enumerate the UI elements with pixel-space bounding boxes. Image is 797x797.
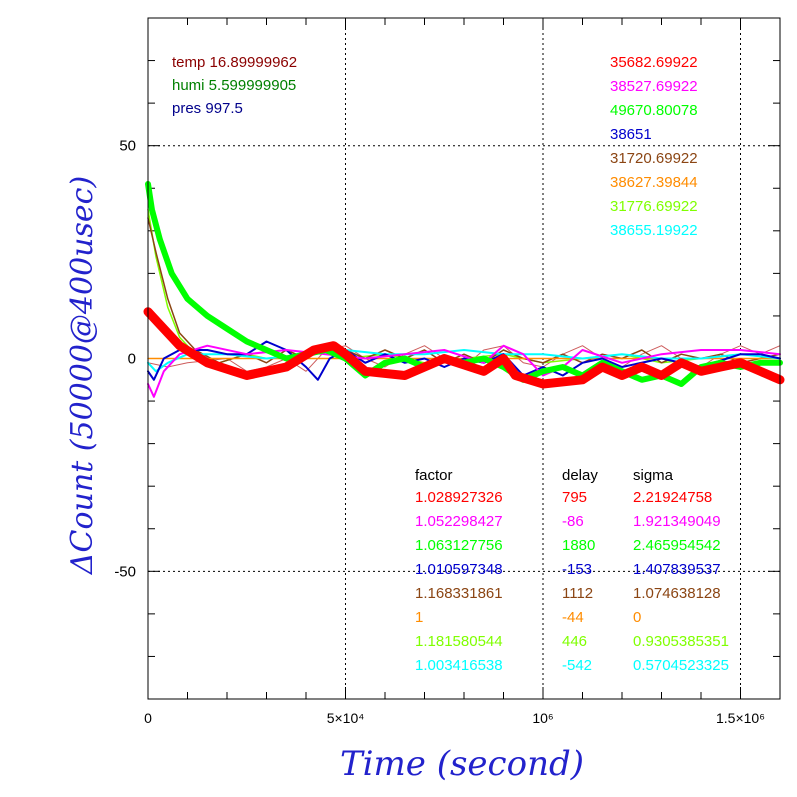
series-factor-value: 1.063127756	[415, 537, 503, 554]
series-factor-value: 1.003416538	[415, 657, 503, 674]
tick-labels: 0 5×10⁴ 10⁶ 1.5×10⁶ 50 0 -50	[114, 138, 765, 726]
series-factor-value: 1	[415, 609, 423, 626]
plot-series	[143, 181, 785, 398]
series-mean-value: 38627.39844	[610, 174, 698, 191]
stats-header-sigma: sigma	[633, 467, 674, 484]
series-delay-value: 795	[562, 489, 587, 506]
env-label: humi 5.599999905	[172, 77, 296, 94]
series-sigma-value: 0.5704523325	[633, 657, 729, 674]
env-label: pres 997.5	[172, 100, 243, 117]
y-axis-title: ΔCount (50000@400usec)	[65, 176, 100, 575]
stats-header-factor: factor	[415, 467, 453, 484]
stats-header-delay: delay	[562, 467, 598, 484]
series-delay-value: 1112	[562, 585, 593, 602]
series-mean-value: 38527.69922	[610, 78, 698, 95]
series-factor-value: 1.028927326	[415, 489, 503, 506]
series-sigma-value: 0	[633, 609, 641, 626]
x-tick-label: 0	[144, 710, 152, 726]
series-delay-value: -542	[562, 657, 592, 674]
mean-values: 35682.69922 38527.69922 49670.80078 38651 31…	[610, 54, 698, 239]
series-delay-value: -153	[562, 561, 592, 578]
series-mean-value: 49670.80078	[610, 102, 698, 119]
series-mean-value: 31776.69922	[610, 198, 698, 215]
x-axis-title: Time (second)	[340, 744, 584, 784]
x-tick-label: 5×10⁴	[327, 710, 365, 726]
series-sigma-value: 0.9305385351	[633, 633, 729, 650]
series-delay-value: -86	[562, 513, 584, 530]
series-factor-value: 1.052298427	[415, 513, 503, 530]
series-sigma-value: 2.465954542	[633, 537, 721, 554]
series-sigma-value: 1.074638128	[633, 585, 721, 602]
series-delay-value: -44	[562, 609, 584, 626]
series-delay-value: 1880	[562, 537, 595, 554]
series-delay-value: 446	[562, 633, 587, 650]
series-sigma-value: 1.921349049	[633, 513, 721, 530]
series-mean-value: 38651	[610, 126, 652, 143]
series-mean-value: 38655.19922	[610, 222, 698, 239]
y-tick-label: 0	[128, 351, 136, 368]
y-tick-label: -50	[114, 563, 136, 580]
x-tick-label: 1.5×10⁶	[716, 710, 765, 726]
series-factor-value: 1.168331861	[415, 585, 503, 602]
series-mean-value: 35682.69922	[610, 54, 698, 71]
series-factor-value: 1.010597348	[415, 561, 503, 578]
series-mean-value: 31720.69922	[610, 150, 698, 167]
series-factor-value: 1.181580544	[415, 633, 503, 650]
stats-table: factor delay sigma 1.028927326 795 2.21924…	[415, 467, 729, 674]
plot-frame	[147, 17, 781, 700]
series-line	[143, 307, 785, 389]
series-sigma-value: 2.21924758	[633, 489, 712, 506]
env-label: temp 16.89999962	[172, 54, 297, 71]
environment-labels: temp 16.89999962 humi 5.599999905 pres 997…	[172, 54, 297, 117]
y-tick-label: 50	[119, 138, 136, 155]
x-tick-label: 10⁶	[532, 710, 553, 726]
series-sigma-value: 1.407839537	[633, 561, 721, 578]
